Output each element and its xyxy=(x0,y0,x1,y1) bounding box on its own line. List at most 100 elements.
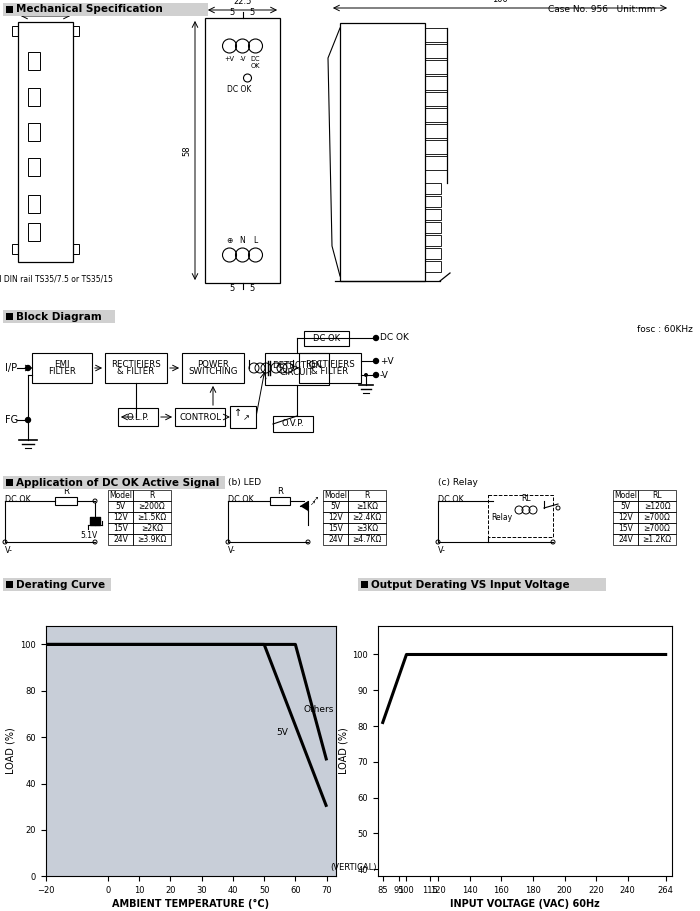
Polygon shape xyxy=(46,644,327,876)
Bar xyxy=(118,408,158,426)
Text: ↑: ↑ xyxy=(234,408,242,418)
Bar xyxy=(425,108,447,122)
Text: O.V.P.: O.V.P. xyxy=(281,419,304,428)
Bar xyxy=(425,156,447,170)
Bar xyxy=(270,497,290,505)
Text: L: L xyxy=(253,236,258,245)
Text: ↗: ↗ xyxy=(243,414,250,423)
Text: 5: 5 xyxy=(230,8,235,17)
Bar xyxy=(273,416,313,432)
Text: Application of DC OK Active Signal: Application of DC OK Active Signal xyxy=(16,477,219,487)
Circle shape xyxy=(25,365,31,371)
Bar xyxy=(425,196,441,207)
Bar xyxy=(613,523,638,534)
Bar xyxy=(425,60,447,74)
Y-axis label: LOAD (%): LOAD (%) xyxy=(6,728,16,774)
Bar xyxy=(6,313,13,320)
Bar xyxy=(638,523,676,534)
Bar xyxy=(613,534,638,545)
Text: -V: -V xyxy=(380,371,389,380)
Text: Relay: Relay xyxy=(491,513,512,521)
Text: DC OK: DC OK xyxy=(228,85,252,94)
Bar xyxy=(348,512,386,523)
Text: Model: Model xyxy=(614,491,637,500)
Text: 12V: 12V xyxy=(113,513,128,522)
Bar xyxy=(6,581,13,588)
Bar xyxy=(299,353,361,383)
Text: (VERTICAL): (VERTICAL) xyxy=(330,863,377,872)
Text: ≥1.5KΩ: ≥1.5KΩ xyxy=(137,513,167,522)
Text: ⊕: ⊕ xyxy=(226,236,232,245)
Text: DC
OK: DC OK xyxy=(251,56,260,68)
Text: CIRCUIT: CIRCUIT xyxy=(280,368,314,377)
Text: 5.1V: 5.1V xyxy=(80,531,97,540)
Text: ≥4.7KΩ: ≥4.7KΩ xyxy=(352,535,382,544)
Text: 22.5: 22.5 xyxy=(233,0,252,6)
Bar xyxy=(108,512,133,523)
Bar xyxy=(323,534,348,545)
Bar xyxy=(73,244,79,254)
Bar xyxy=(425,261,441,272)
Text: R: R xyxy=(277,487,283,496)
Bar xyxy=(32,353,92,383)
Text: RL: RL xyxy=(652,491,662,500)
Text: FG: FG xyxy=(5,415,18,425)
Bar xyxy=(55,497,77,505)
Bar xyxy=(348,501,386,512)
Bar xyxy=(638,534,676,545)
Text: Derating Curve: Derating Curve xyxy=(16,579,105,589)
Text: V-: V- xyxy=(438,546,446,555)
Text: 5V: 5V xyxy=(620,502,631,511)
Bar xyxy=(425,248,441,259)
Bar xyxy=(230,406,256,428)
X-axis label: INPUT VOLTAGE (VAC) 60Hz: INPUT VOLTAGE (VAC) 60Hz xyxy=(450,899,600,909)
Bar xyxy=(323,512,348,523)
Bar xyxy=(488,495,553,537)
Bar xyxy=(3,578,111,591)
Text: & FILTER: & FILTER xyxy=(118,367,155,376)
Text: 15V: 15V xyxy=(113,524,128,533)
Bar xyxy=(3,310,115,323)
Text: 58: 58 xyxy=(182,145,191,156)
Text: ↗: ↗ xyxy=(310,500,316,506)
Bar xyxy=(323,490,348,501)
Text: RECTIFIERS: RECTIFIERS xyxy=(111,360,161,369)
Bar xyxy=(133,512,171,523)
Text: ≥3.9KΩ: ≥3.9KΩ xyxy=(137,535,167,544)
Text: (c) Relay: (c) Relay xyxy=(438,478,478,487)
Text: RECTIFIERS: RECTIFIERS xyxy=(305,360,355,369)
Bar xyxy=(361,581,368,588)
Text: ≥3KΩ: ≥3KΩ xyxy=(356,524,378,533)
Circle shape xyxy=(374,335,379,341)
Text: DETECTION: DETECTION xyxy=(272,361,322,370)
Bar xyxy=(133,523,171,534)
Bar xyxy=(12,244,18,254)
Text: +V: +V xyxy=(225,56,235,62)
Text: I/P: I/P xyxy=(5,363,17,373)
Bar xyxy=(133,534,171,545)
Text: SWITCHING: SWITCHING xyxy=(188,367,238,376)
Polygon shape xyxy=(300,501,308,511)
Text: -V: -V xyxy=(239,56,246,62)
Bar xyxy=(340,23,425,281)
Bar xyxy=(425,124,447,138)
Text: 12V: 12V xyxy=(618,513,633,522)
Text: 5: 5 xyxy=(250,284,255,293)
Text: ≥120Ω: ≥120Ω xyxy=(644,502,671,511)
Bar xyxy=(425,44,447,58)
Circle shape xyxy=(364,373,368,377)
Text: R: R xyxy=(149,491,155,500)
Circle shape xyxy=(25,417,31,423)
Text: N: N xyxy=(239,236,246,245)
Circle shape xyxy=(374,359,379,363)
Text: 24V: 24V xyxy=(113,535,128,544)
Bar xyxy=(323,501,348,512)
Text: DC OK: DC OK xyxy=(438,495,463,504)
Text: DC OK: DC OK xyxy=(5,495,31,504)
Bar xyxy=(638,501,676,512)
Text: Output Derating VS Input Voltage: Output Derating VS Input Voltage xyxy=(371,579,570,589)
Text: 5V: 5V xyxy=(116,502,125,511)
Bar xyxy=(638,512,676,523)
Bar xyxy=(348,534,386,545)
Text: Case No. 956   Unit:mm: Case No. 956 Unit:mm xyxy=(548,5,655,14)
